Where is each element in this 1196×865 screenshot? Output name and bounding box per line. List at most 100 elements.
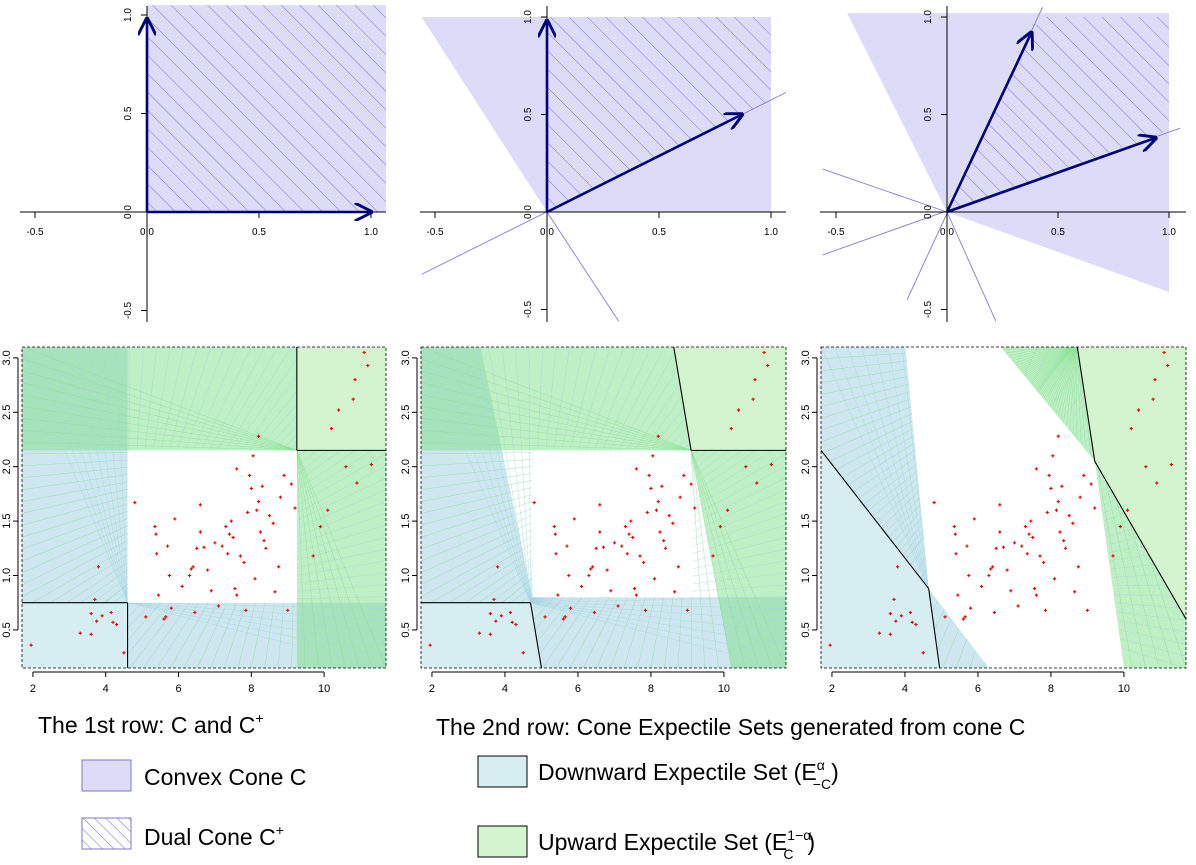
data-point — [1151, 397, 1155, 401]
data-point — [1023, 524, 1027, 529]
data-point — [251, 454, 255, 458]
data-point — [616, 604, 620, 608]
x-tick-label: 4 — [103, 683, 109, 695]
y-tick-label: -0.5 — [523, 300, 534, 318]
legend-swatch-dual-cone — [81, 817, 132, 850]
x-tick-label: 8 — [1048, 683, 1054, 695]
expectile-boundary — [821, 450, 930, 589]
upward-fan-line — [421, 394, 692, 451]
x-tick-label: 4 — [502, 683, 508, 695]
data-point — [1005, 568, 1009, 572]
data-point — [643, 608, 648, 612]
upward-fan-line — [296, 450, 346, 668]
downward-fan-line — [530, 602, 786, 633]
data-point — [162, 617, 166, 621]
data-point — [154, 532, 158, 536]
upward-fan-line — [296, 450, 333, 668]
y-tick-label: -0.5 — [123, 301, 134, 319]
data-point — [532, 501, 536, 505]
x-tick-label: 0.0 — [540, 227, 554, 238]
upward-fan-line — [421, 382, 692, 451]
data-point — [329, 427, 333, 431]
data-point — [998, 503, 1002, 507]
data-point — [282, 473, 286, 477]
downward-fan-line — [75, 347, 128, 603]
data-point — [167, 573, 172, 578]
y-tick-label: 1.5 — [800, 513, 812, 528]
data-point — [326, 508, 330, 512]
data-point — [366, 363, 370, 368]
data-point — [1067, 514, 1071, 518]
data-point — [972, 517, 976, 521]
upward-fan-line — [421, 406, 692, 451]
y-tick-label: 0.0 — [123, 205, 134, 219]
y-tick-label: 0.0 — [923, 205, 934, 219]
data-point — [726, 508, 730, 512]
y-tick-label: 0.5 — [800, 622, 812, 637]
y-tick-label: 3.0 — [800, 350, 812, 365]
downward-fan-line — [528, 347, 531, 603]
data-point — [257, 499, 261, 504]
data-point — [645, 510, 649, 514]
y-tick-label: 0.0 — [523, 205, 534, 219]
downward-fan-line — [861, 347, 929, 589]
data-point — [496, 565, 500, 569]
data-point — [1126, 508, 1130, 512]
upward-fan-line — [22, 406, 297, 451]
expectile-panel-3: 2 4 6 8 10 0.5 1.0 1.5 2.0 2.5 3.0 — [800, 346, 1187, 695]
data-point — [554, 552, 558, 556]
data-point — [428, 643, 432, 647]
data-point — [634, 467, 638, 471]
data-point — [93, 597, 97, 602]
data-point — [1166, 363, 1170, 368]
y-tick-label: 1.5 — [400, 513, 412, 528]
data-point — [488, 632, 492, 636]
data-point — [729, 427, 733, 431]
x-tick-label: -0.5 — [827, 227, 845, 238]
data-point — [673, 590, 677, 594]
legend-right-title: The 2nd row: Cone Expectile Sets generat… — [436, 714, 1025, 740]
data-point — [477, 631, 481, 635]
x-tick-label: 10 — [718, 683, 730, 695]
x-tick-label: 2 — [829, 683, 835, 695]
upward-fan-line — [296, 450, 306, 668]
y-tick-label: 2.5 — [400, 405, 412, 420]
data-point — [910, 620, 914, 624]
data-point — [227, 532, 232, 536]
y-tick-label: 1.0 — [1, 568, 13, 583]
data-point — [671, 521, 675, 525]
plot-area — [421, 347, 786, 668]
x-tick-label: -0.5 — [26, 227, 44, 238]
x-tick-label: 8 — [248, 683, 254, 695]
data-point — [271, 521, 275, 525]
data-point — [561, 617, 565, 621]
data-point — [828, 643, 832, 647]
data-point — [508, 610, 513, 615]
data-point — [1093, 506, 1097, 510]
downward-fan-line — [874, 347, 929, 589]
data-point — [494, 619, 498, 623]
upward-fan-line — [22, 394, 297, 451]
data-point — [620, 544, 624, 548]
data-point — [510, 620, 514, 624]
data-point — [565, 544, 569, 548]
data-point — [193, 610, 197, 615]
downward-fan-line — [530, 602, 786, 657]
data-point — [877, 631, 881, 635]
dual-boundary-line — [546, 211, 620, 322]
data-point — [892, 597, 896, 602]
y-tick-label: 2.5 — [1, 405, 13, 420]
data-point — [264, 546, 268, 550]
data-point — [488, 611, 492, 616]
upward-expectile-set — [673, 347, 786, 451]
data-point — [351, 397, 355, 401]
data-point — [662, 539, 666, 543]
data-point — [990, 565, 995, 569]
data-point — [1043, 608, 1048, 612]
data-point — [226, 552, 230, 556]
upward-fan-line — [690, 450, 760, 668]
data-point — [1169, 462, 1173, 467]
data-point — [191, 565, 195, 569]
data-point — [1034, 467, 1038, 471]
